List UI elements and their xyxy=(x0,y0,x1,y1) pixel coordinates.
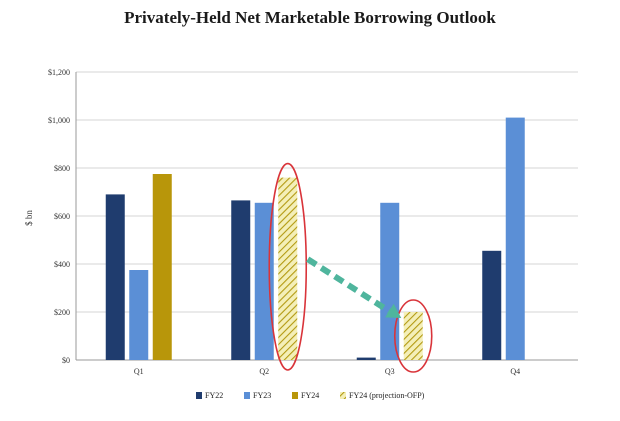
bar-fy23-q1 xyxy=(129,270,149,360)
bar-fy23-q4 xyxy=(505,117,525,360)
legend-label: FY23 xyxy=(253,391,271,400)
y-tick-label: $400 xyxy=(54,260,70,269)
bar-fy24-projection-ofp--q2 xyxy=(278,177,298,360)
y-tick-label: $1,000 xyxy=(48,116,70,125)
legend-label: FY22 xyxy=(205,391,223,400)
bar-fy22-q3 xyxy=(356,357,376,360)
bar-fy22-q4 xyxy=(482,250,502,360)
x-tick-label: Q3 xyxy=(385,367,395,376)
y-tick-label: $600 xyxy=(54,212,70,221)
highlight-ellipse xyxy=(393,299,433,373)
bar-fy22-q2 xyxy=(231,200,251,360)
bar-fy22-q1 xyxy=(105,194,125,360)
chart-title: Privately-Held Net Marketable Borrowing … xyxy=(124,8,496,27)
x-tick-label: Q4 xyxy=(510,367,520,376)
bar-fy23-q3 xyxy=(380,202,400,360)
legend-swatch xyxy=(196,392,202,399)
y-tick-label: $800 xyxy=(54,164,70,173)
legend-swatch xyxy=(292,392,298,399)
dashed-arrow-head xyxy=(385,303,402,318)
y-tick-label: $200 xyxy=(54,308,70,317)
dashed-arrow-shaft xyxy=(306,256,397,318)
legend-label: FY24 (projection-OFP) xyxy=(349,391,425,400)
x-tick-label: Q2 xyxy=(259,367,269,376)
legend-swatch xyxy=(244,392,250,399)
bar-fy24-projection-ofp--q3 xyxy=(403,312,423,360)
x-tick-label: Q1 xyxy=(134,367,144,376)
legend-swatch xyxy=(340,392,346,399)
y-tick-label: $1,200 xyxy=(48,68,70,77)
highlight-ellipse xyxy=(268,162,308,371)
bar-fy24-q1 xyxy=(152,174,172,360)
y-tick-label: $0 xyxy=(62,356,70,365)
legend-label: FY24 xyxy=(301,391,319,400)
y-axis-label: $ bn xyxy=(24,210,34,226)
